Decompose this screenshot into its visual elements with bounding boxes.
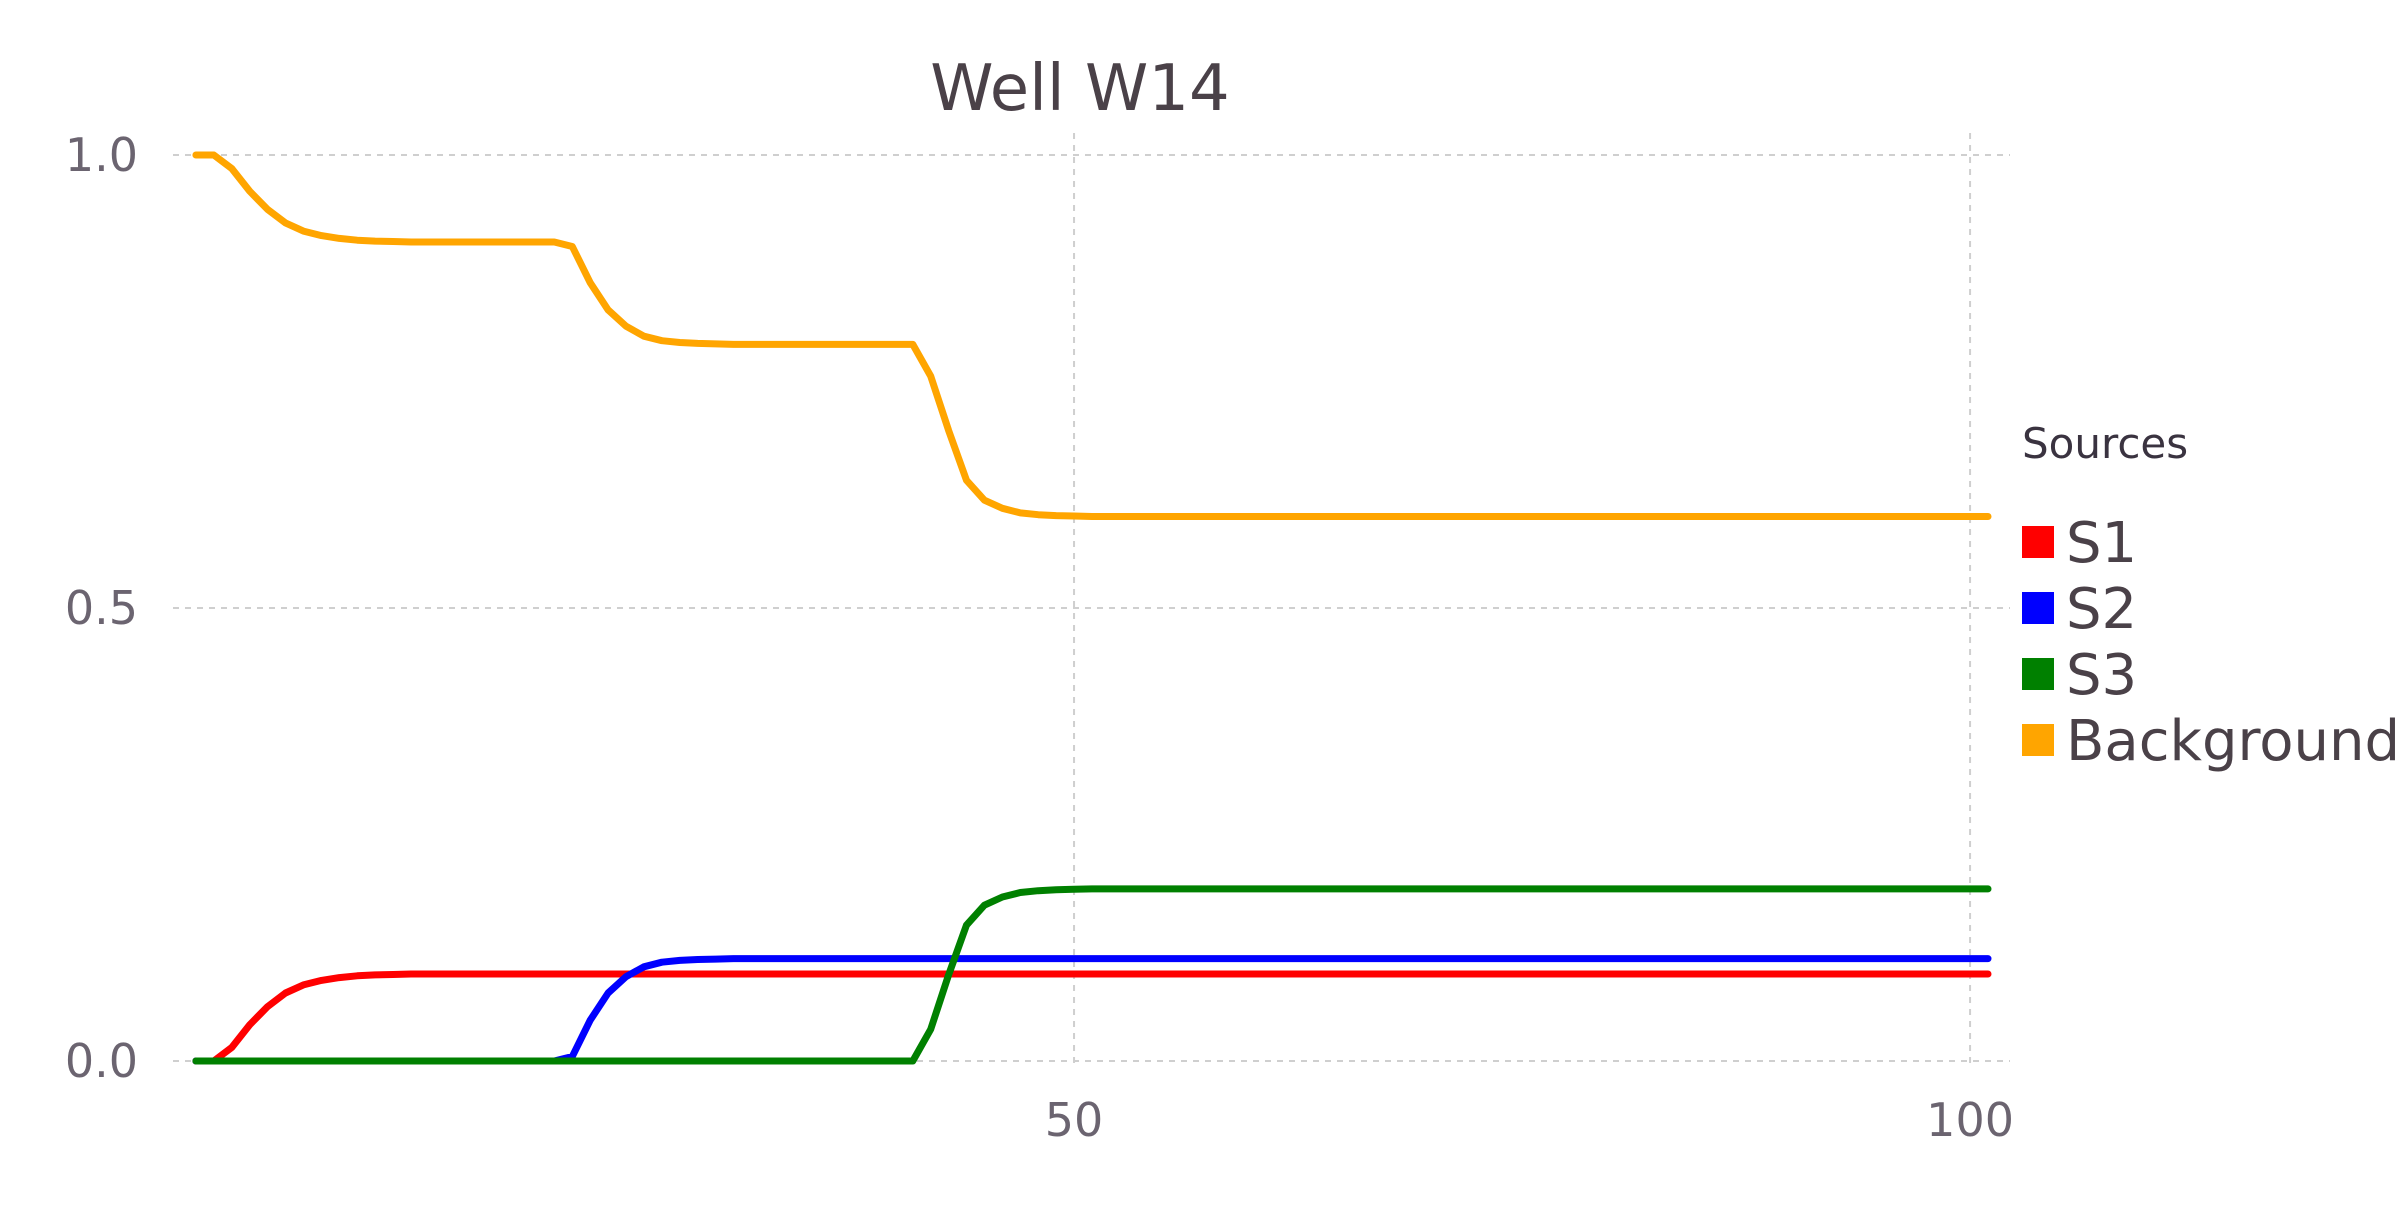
chart-title: Well W14 <box>930 52 1230 126</box>
y-axis-ticks: 0.0 0.5 1.0 <box>65 128 138 1088</box>
y-tick-label: 0.5 <box>65 581 138 635</box>
x-tick-label: 100 <box>1926 1093 2014 1147</box>
y-tick-label: 0.0 <box>65 1034 138 1088</box>
series-lines <box>192 151 1992 1065</box>
x-axis-ticks: 50 100 <box>1045 1093 2014 1147</box>
legend-swatch-s3 <box>2022 658 2054 690</box>
series-line-background <box>192 151 1992 520</box>
legend-label-s3: S3 <box>2066 643 2137 708</box>
grid-lines <box>173 133 2010 1066</box>
x-tick-label: 50 <box>1045 1093 1104 1147</box>
legend-title: Sources <box>2022 419 2188 468</box>
series-line-s3 <box>192 885 1992 1065</box>
series-line-s1 <box>192 970 1992 1065</box>
legend-label-s1: S1 <box>2066 511 2137 576</box>
legend-label-s2: S2 <box>2066 577 2137 642</box>
legend-label-background: Background <box>2066 709 2400 774</box>
y-tick-label: 1.0 <box>65 128 138 182</box>
legend-swatch-background <box>2022 724 2054 756</box>
legend-swatch-s1 <box>2022 526 2054 558</box>
legend-swatch-s2 <box>2022 592 2054 624</box>
